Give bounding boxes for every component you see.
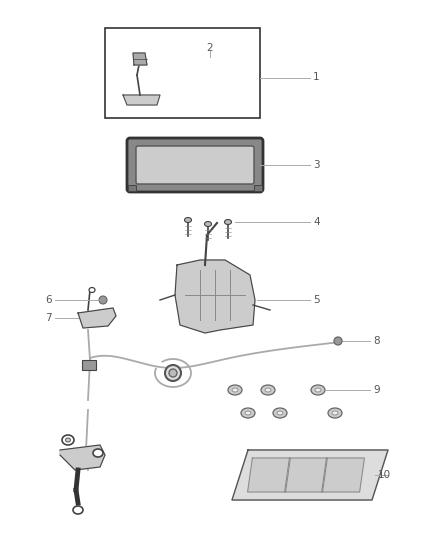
Ellipse shape — [277, 411, 283, 415]
Ellipse shape — [241, 408, 255, 418]
Ellipse shape — [245, 411, 251, 415]
Ellipse shape — [184, 217, 191, 222]
Text: 6: 6 — [46, 295, 52, 305]
Text: 7: 7 — [46, 313, 52, 323]
Ellipse shape — [332, 411, 338, 415]
Ellipse shape — [315, 388, 321, 392]
Text: 1: 1 — [313, 72, 320, 83]
Polygon shape — [123, 95, 160, 105]
Text: 3: 3 — [313, 160, 320, 170]
Ellipse shape — [328, 408, 342, 418]
Ellipse shape — [232, 388, 238, 392]
Circle shape — [99, 296, 107, 304]
Ellipse shape — [73, 506, 83, 514]
Polygon shape — [60, 445, 105, 470]
Polygon shape — [78, 308, 116, 328]
Ellipse shape — [205, 222, 212, 227]
Bar — [82, 360, 96, 370]
Text: 10: 10 — [378, 470, 391, 480]
Bar — [254, 185, 262, 191]
Polygon shape — [232, 450, 388, 500]
Ellipse shape — [228, 385, 242, 395]
Ellipse shape — [165, 365, 181, 381]
FancyBboxPatch shape — [127, 138, 263, 192]
Polygon shape — [285, 458, 327, 492]
Text: 9: 9 — [373, 385, 380, 395]
Bar — [105, 28, 260, 118]
Ellipse shape — [273, 408, 287, 418]
Text: 5: 5 — [313, 295, 320, 305]
Ellipse shape — [169, 369, 177, 377]
Polygon shape — [247, 458, 290, 492]
Polygon shape — [133, 53, 147, 65]
Circle shape — [334, 337, 342, 345]
Ellipse shape — [225, 220, 232, 224]
Polygon shape — [321, 458, 364, 492]
Text: 4: 4 — [313, 217, 320, 227]
Ellipse shape — [261, 385, 275, 395]
Ellipse shape — [93, 449, 103, 457]
Ellipse shape — [89, 287, 95, 293]
Text: 8: 8 — [373, 336, 380, 346]
Ellipse shape — [311, 385, 325, 395]
Ellipse shape — [265, 388, 271, 392]
Ellipse shape — [62, 435, 74, 445]
Text: 2: 2 — [207, 43, 213, 53]
FancyBboxPatch shape — [136, 146, 254, 184]
Ellipse shape — [66, 438, 71, 442]
Polygon shape — [175, 260, 255, 333]
Bar — [128, 185, 136, 191]
